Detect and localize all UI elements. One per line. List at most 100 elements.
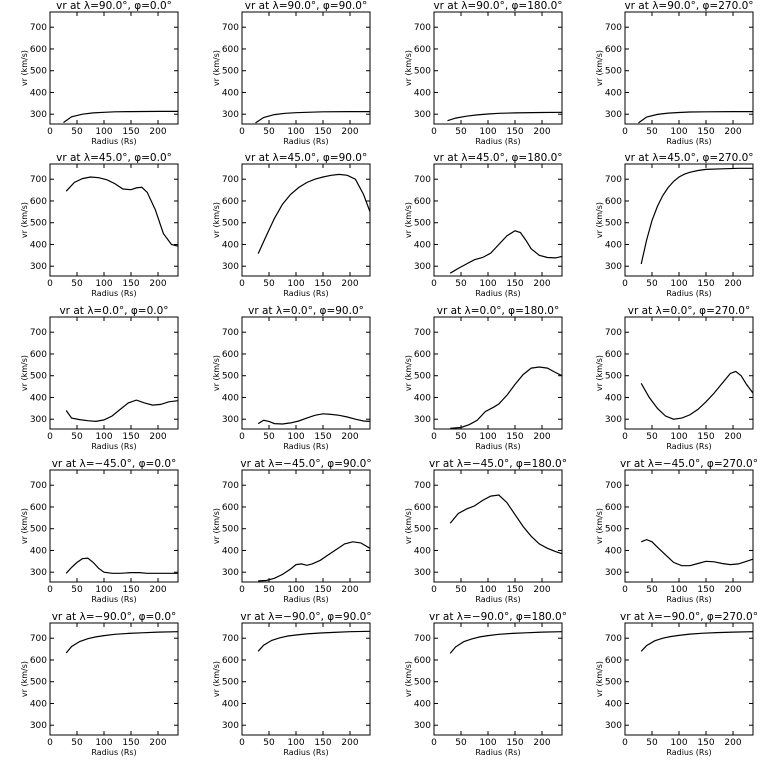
y-tick-label: 500 [414, 678, 431, 688]
subplot-title: vr at λ=−90.0°, φ=90.0° [240, 611, 371, 623]
series-line [449, 230, 563, 274]
y-tick-label: 700 [605, 23, 622, 33]
y-tick-label: 300 [30, 721, 47, 731]
y-axis-label: vr (km/s) [404, 508, 413, 544]
subplot-20: vr at λ=−90.0°, φ=270.0° 0 50 100 150 200 300 4… [595, 611, 758, 757]
x-tick-label: 200 [341, 738, 358, 748]
subplot-title: vr at λ=−45.0°, φ=270.0° [620, 458, 758, 470]
x-tick-label: 150 [314, 738, 331, 748]
x-tick-label: 100 [670, 127, 687, 137]
y-tick-label: 600 [605, 350, 622, 360]
series-line [65, 399, 179, 423]
x-tick-label: 150 [697, 432, 714, 442]
plot-frame [624, 316, 754, 430]
y-tick-label: 600 [414, 503, 431, 513]
subplot-title: vr at λ=90.0°, φ=180.0° [433, 0, 562, 12]
x-axis-label: Radius (Rs) [666, 442, 711, 451]
x-tick-label: 50 [71, 432, 83, 442]
x-tick-label: 50 [455, 127, 467, 137]
x-tick-label: 50 [646, 738, 658, 748]
y-tick-label: 700 [30, 481, 47, 491]
x-tick-label: 0 [47, 738, 53, 748]
x-tick-label: 150 [506, 585, 523, 595]
y-axis-label: vr (km/s) [595, 661, 604, 697]
y-tick-label: 500 [30, 525, 47, 535]
x-tick-label: 150 [506, 432, 523, 442]
y-tick-label: 400 [222, 546, 239, 556]
y-tick-label: 600 [414, 45, 431, 55]
x-tick-label: 100 [95, 585, 112, 595]
x-tick-label: 50 [71, 279, 83, 289]
x-tick-label: 0 [239, 585, 245, 595]
y-tick-label: 600 [605, 656, 622, 666]
y-tick-label: 700 [605, 328, 622, 338]
y-tick-label: 400 [414, 699, 431, 709]
x-tick-label: 200 [533, 738, 550, 748]
y-tick-label: 700 [414, 175, 431, 185]
y-tick-label: 700 [222, 634, 239, 644]
x-tick-label: 200 [341, 279, 358, 289]
y-tick-label: 400 [30, 546, 47, 556]
y-tick-label: 600 [605, 45, 622, 55]
y-tick-label: 700 [414, 634, 431, 644]
x-tick-label: 200 [533, 279, 550, 289]
subplot-title: vr at λ=45.0°, φ=270.0° [624, 152, 753, 164]
y-tick-label: 400 [414, 88, 431, 98]
x-tick-label: 200 [724, 738, 741, 748]
y-tick-label: 400 [222, 88, 239, 98]
y-axis-label: vr (km/s) [20, 50, 29, 86]
series-line [638, 110, 753, 124]
y-axis-label: vr (km/s) [212, 355, 221, 391]
x-tick-label: 50 [646, 127, 658, 137]
subplot-13: vr at λ=−45.0°, φ=0.0° 0 50 100 150 200 300 400… [20, 458, 179, 604]
y-axis-label: vr (km/s) [404, 355, 413, 391]
plot-frame [49, 469, 179, 583]
y-tick-label: 400 [30, 393, 47, 403]
y-axis-label: vr (km/s) [595, 202, 604, 238]
x-axis-label: Radius (Rs) [91, 748, 136, 757]
plot-frame [624, 622, 754, 736]
y-axis-label: vr (km/s) [212, 661, 221, 697]
x-tick-label: 200 [533, 127, 550, 137]
y-tick-label: 500 [222, 372, 239, 382]
y-tick-label: 400 [30, 88, 47, 98]
y-tick-label: 300 [605, 110, 622, 120]
y-tick-label: 400 [30, 240, 47, 250]
x-tick-label: 100 [479, 738, 496, 748]
subplot-16: vr at λ=−45.0°, φ=270.0° 0 50 100 150 200 300 4… [595, 458, 758, 604]
y-tick-label: 600 [605, 503, 622, 513]
x-tick-label: 200 [149, 432, 166, 442]
x-tick-label: 150 [314, 432, 331, 442]
y-tick-label: 600 [30, 503, 47, 513]
plot-frame [241, 622, 371, 736]
y-tick-label: 700 [30, 175, 47, 185]
subplot-title: vr at λ=90.0°, φ=270.0° [624, 0, 753, 12]
y-tick-label: 700 [605, 481, 622, 491]
subplot-title: vr at λ=−45.0°, φ=0.0° [52, 458, 177, 470]
plot-frame [49, 622, 179, 736]
x-tick-label: 100 [670, 432, 687, 442]
x-tick-label: 200 [341, 127, 358, 137]
y-tick-label: 600 [414, 656, 431, 666]
x-axis-label: Radius (Rs) [666, 595, 711, 604]
y-tick-label: 700 [222, 328, 239, 338]
y-tick-label: 300 [222, 110, 239, 120]
x-tick-label: 50 [71, 585, 83, 595]
x-tick-label: 200 [149, 585, 166, 595]
y-tick-label: 700 [605, 175, 622, 185]
y-tick-label: 700 [605, 634, 622, 644]
y-tick-label: 400 [222, 393, 239, 403]
y-axis-label: vr (km/s) [20, 202, 29, 238]
y-tick-label: 400 [605, 240, 622, 250]
y-axis-label: vr (km/s) [595, 355, 604, 391]
plot-frame [49, 316, 179, 430]
x-tick-label: 150 [122, 738, 139, 748]
x-tick-label: 0 [47, 279, 53, 289]
series-line [255, 110, 370, 124]
subplot-title: vr at λ=−45.0°, φ=90.0° [240, 458, 371, 470]
subplot-title: vr at λ=0.0°, φ=270.0° [628, 305, 750, 317]
x-tick-label: 50 [263, 127, 275, 137]
x-tick-label: 100 [287, 432, 304, 442]
y-tick-label: 400 [414, 393, 431, 403]
y-tick-label: 600 [30, 656, 47, 666]
